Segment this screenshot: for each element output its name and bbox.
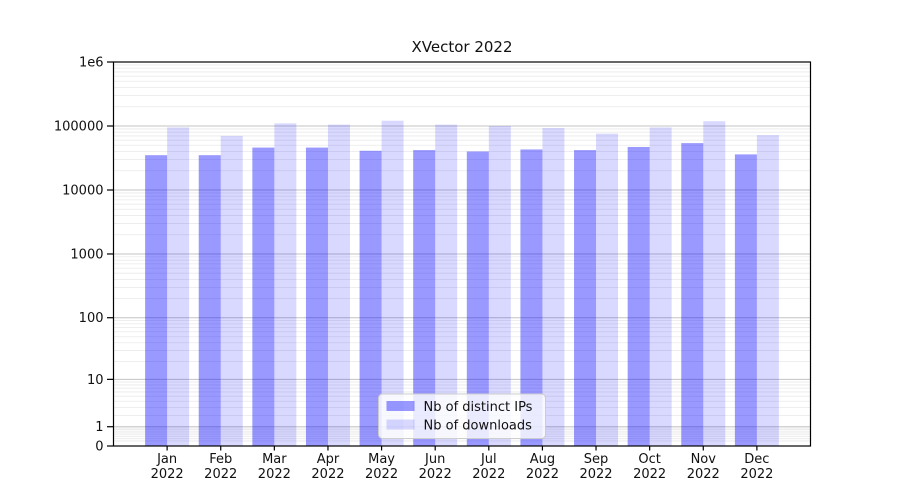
bar-downloads-feb <box>220 135 243 447</box>
bar-downloads-aug <box>542 128 565 446</box>
x-tick-label-year: 2022 <box>419 467 452 482</box>
bar-distinct-ips-may <box>359 150 382 446</box>
x-tick-label-month: Dec <box>744 452 769 467</box>
legend-swatch-downloads <box>386 419 415 430</box>
legend-box <box>378 393 546 439</box>
x-tick-label-year: 2022 <box>258 467 291 482</box>
x-tick-label-month: Jun <box>424 452 445 467</box>
legend-swatch-distinct-ips <box>386 401 415 411</box>
x-tick-label-month: Apr <box>317 452 340 467</box>
bar-distinct-ips-oct <box>627 146 650 446</box>
bar-distinct-ips-jan <box>145 155 168 446</box>
y-tick-label: 1 <box>95 420 103 435</box>
x-tick-label-month: Aug <box>530 452 555 467</box>
y-tick-label: 10 <box>87 373 104 388</box>
bar-distinct-ips-nov <box>681 143 704 446</box>
x-tick-label-month: Jan <box>156 452 177 467</box>
bar-distinct-ips-mar <box>252 147 275 446</box>
x-tick-label-year: 2022 <box>311 467 344 482</box>
x-tick-label-year: 2022 <box>472 467 505 482</box>
y-tick-label: 1000 <box>70 247 103 262</box>
y-tick-label: 100000 <box>54 119 104 134</box>
bar-downloads-dec <box>756 135 779 446</box>
bar-distinct-ips-apr <box>305 147 328 446</box>
x-tick-label-month: Feb <box>209 452 232 467</box>
y-tick-label: 10000 <box>62 183 103 198</box>
x-tick-label-year: 2022 <box>579 467 612 482</box>
x-tick-label-month: Nov <box>691 452 717 467</box>
y-tick-label: 1e6 <box>79 56 104 71</box>
x-tick-label-month: Mar <box>262 452 287 467</box>
bar-downloads-jun <box>435 124 458 446</box>
bar-downloads-oct <box>649 127 672 447</box>
bar-distinct-ips-jul <box>466 151 489 447</box>
y-tick-label: 100 <box>79 311 104 326</box>
chart-title: XVector 2022 <box>411 38 512 56</box>
x-tick-label-year: 2022 <box>740 467 773 482</box>
legend-label-downloads: Nb of downloads <box>424 419 533 434</box>
x-tick-label-year: 2022 <box>526 467 559 482</box>
x-tick-label-month: Sep <box>584 452 609 467</box>
x-tick-label-month: Oct <box>638 452 660 467</box>
x-tick-label-month: Jul <box>480 452 497 467</box>
bar-distinct-ips-aug <box>520 149 543 446</box>
x-tick-label-year: 2022 <box>687 467 720 482</box>
bar-distinct-ips-jun <box>413 150 436 447</box>
bar-distinct-ips-sep <box>574 150 597 447</box>
legend-label-distinct-ips: Nb of distinct IPs <box>424 400 533 415</box>
bar-downloads-may <box>381 120 404 446</box>
bar-downloads-nov <box>703 121 726 446</box>
x-tick-label-year: 2022 <box>204 467 237 482</box>
bar-downloads-jul <box>488 125 511 446</box>
x-tick-label-year: 2022 <box>151 467 184 482</box>
bar-downloads-jan <box>167 127 190 447</box>
bar-downloads-apr <box>327 124 350 446</box>
x-tick-label-month: May <box>368 452 395 467</box>
bar-distinct-ips-feb <box>198 155 221 446</box>
x-tick-label-year: 2022 <box>365 467 398 482</box>
bar-downloads-sep <box>596 133 619 446</box>
bar-distinct-ips-dec <box>734 154 757 447</box>
y-tick-label: 0 <box>95 440 103 455</box>
bar-downloads-mar <box>274 123 297 446</box>
x-tick-label-year: 2022 <box>633 467 666 482</box>
